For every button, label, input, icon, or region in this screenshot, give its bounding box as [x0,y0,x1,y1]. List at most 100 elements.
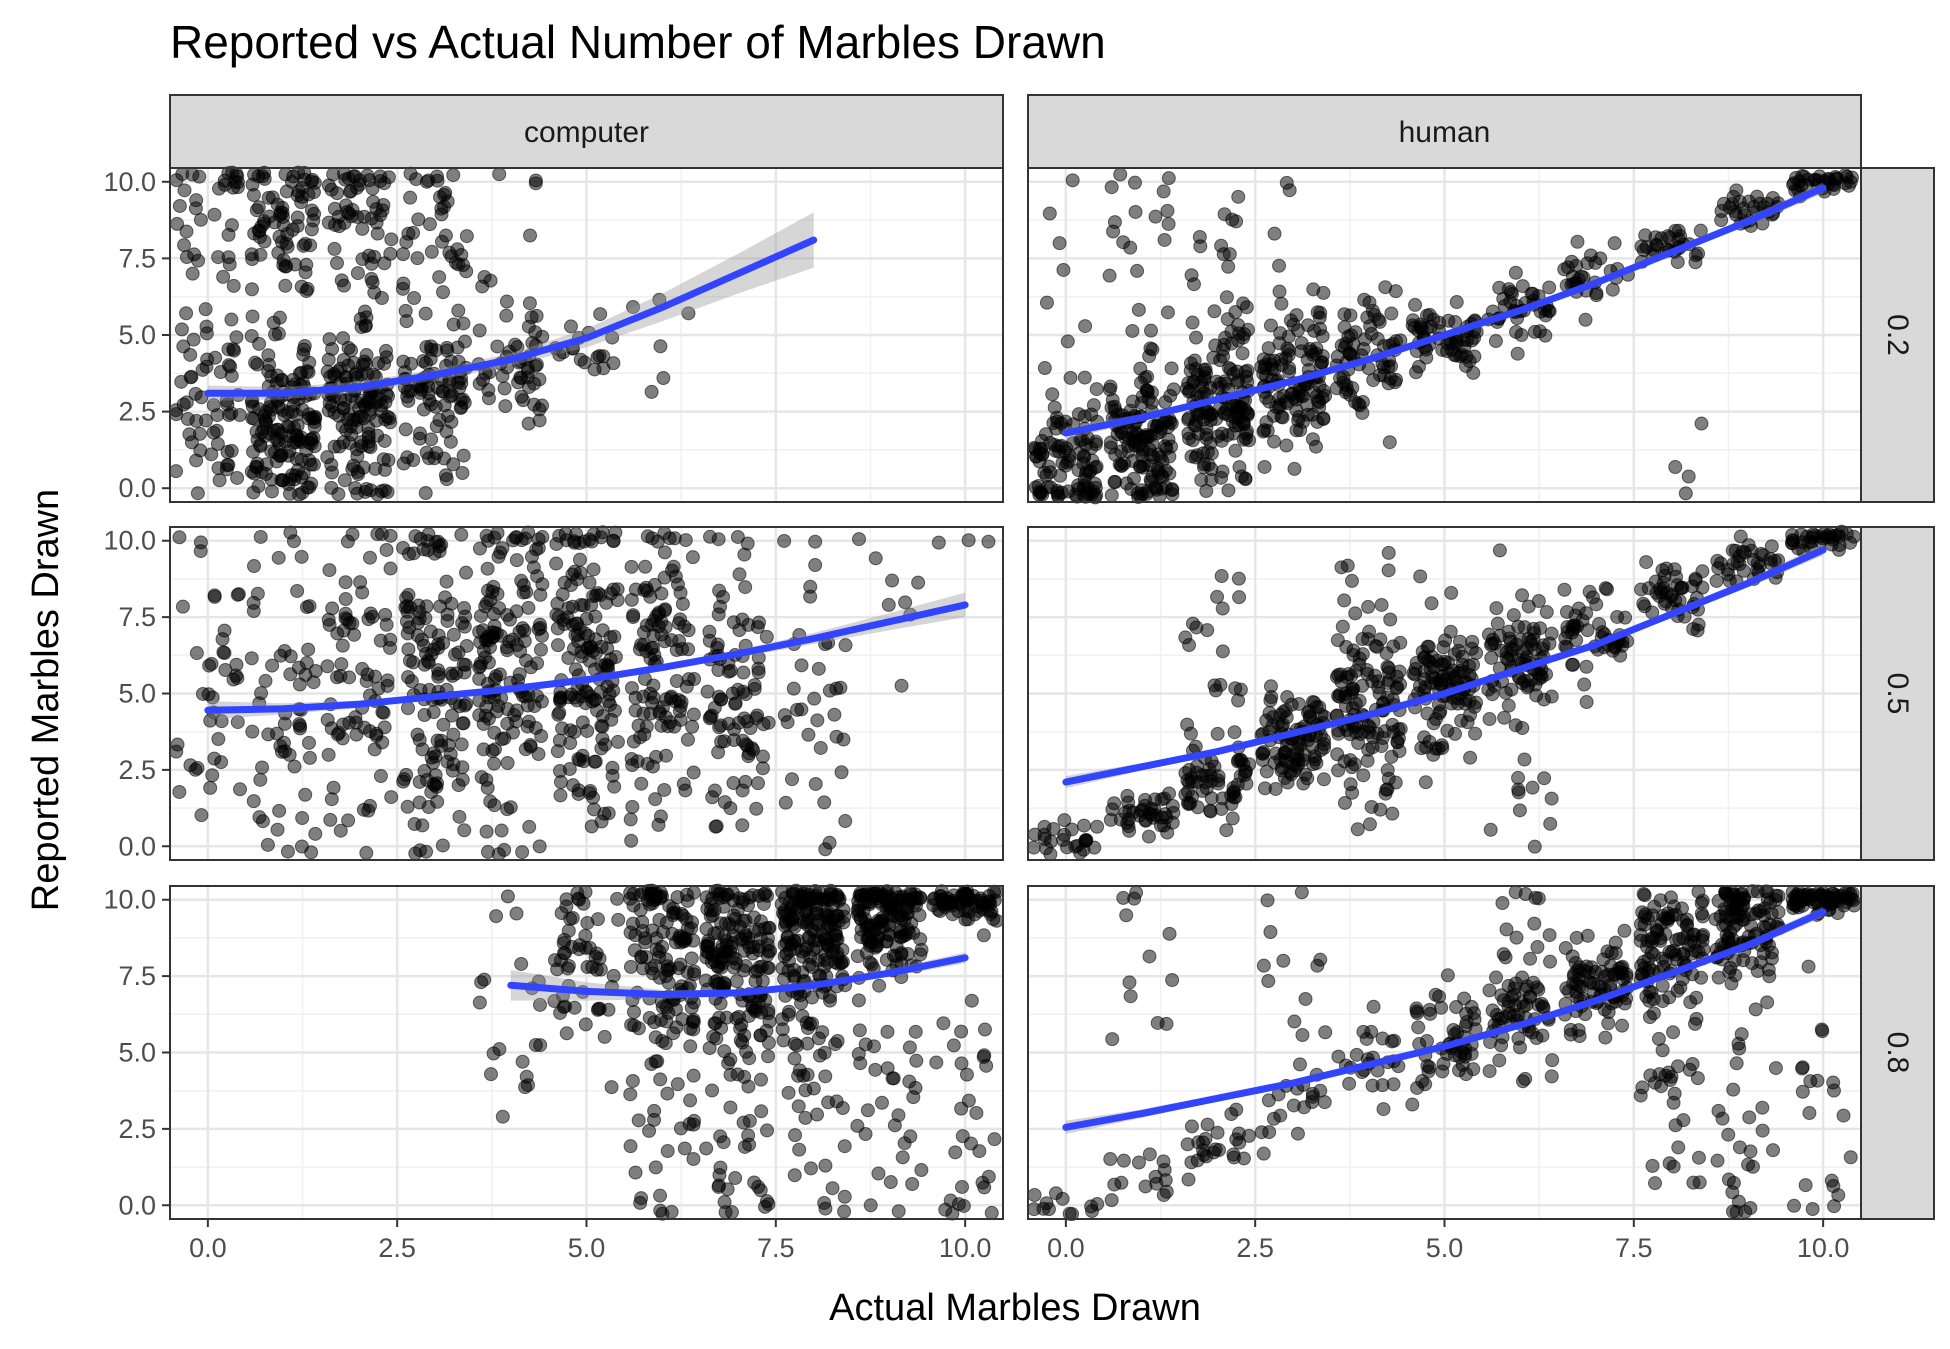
data-point [1409,365,1424,380]
data-point [1501,653,1516,668]
data-point [348,394,363,409]
data-point [286,534,301,549]
data-point [523,228,538,243]
data-point [624,592,639,607]
data-point [377,433,392,448]
data-point [755,761,770,776]
data-point [516,585,531,600]
data-point [931,535,946,550]
data-point [626,1005,641,1020]
data-point [221,250,236,265]
data-point [1393,635,1408,650]
data-point [1668,460,1683,475]
data-point [436,717,451,732]
data-point [1338,686,1353,701]
data-point [330,626,345,641]
data-point [1451,665,1466,680]
data-point [230,670,245,685]
data-point [326,780,341,795]
data-point [586,562,601,577]
data-point [1510,346,1525,361]
data-point [807,933,822,948]
data-point [264,484,279,499]
chart-title: Reported vs Actual Number of Marbles Dra… [170,16,1106,68]
data-point [258,467,273,482]
data-point [780,715,795,730]
data-point [257,234,272,249]
data-point [563,319,578,334]
data-point [806,1081,821,1096]
data-point [338,592,353,607]
data-point [683,1039,698,1054]
data-point [1498,685,1513,700]
data-point [964,993,979,1008]
data-point [738,774,753,789]
data-point [1380,763,1395,778]
data-point [414,632,429,647]
facet-strip-human [1027,94,1862,169]
x-axis-title: Actual Marbles Drawn [829,1287,1201,1329]
data-point [561,923,576,938]
data-point [1114,459,1129,474]
data-point [954,1056,969,1071]
data-point [683,1093,698,1108]
data-point [547,953,562,968]
data-point [356,460,371,475]
data-point [1055,1191,1070,1206]
data-point [1042,206,1057,221]
data-point [1360,753,1375,768]
data-point [335,419,350,434]
data-point [251,479,266,494]
data-point [623,959,638,974]
data-point [409,172,424,187]
data-point [813,740,828,755]
facet-strip-label: 0.5 [1881,673,1914,715]
data-point [533,642,548,657]
data-point [300,281,315,296]
data-point [436,285,451,300]
data-point [550,638,565,653]
data-point [203,780,218,795]
data-point [491,847,506,862]
data-point [1229,214,1244,229]
panel-computer-0.8: 0.02.55.07.510.00.0 2.5 5.0 7.5 10.0 [103,883,1004,1263]
data-point [604,1080,619,1095]
data-point [961,533,976,548]
data-point [290,210,305,225]
data-point [1185,774,1200,789]
data-point [1053,468,1068,483]
data-point [811,953,826,968]
data-point [257,214,272,229]
data-point [1515,279,1530,294]
data-point [509,604,524,619]
data-point [778,890,793,905]
data-point [1203,803,1218,818]
data-point [623,925,638,940]
data-point [1255,752,1270,767]
data-point [424,432,439,447]
data-point [711,532,726,547]
data-point [172,530,187,545]
data-point [756,896,771,911]
data-point [1215,601,1230,616]
data-point [418,486,433,501]
data-point [1210,1125,1225,1140]
data-point [611,912,626,927]
data-point [1224,1107,1239,1122]
data-point [1357,292,1372,307]
data-point [1238,471,1253,486]
panel-human-0.8: 0.0 2.5 5.0 7.5 10.0 [1027,884,1862,1263]
data-point [247,226,262,241]
data-point [1158,807,1173,822]
data-point [1438,672,1453,687]
data-point [1436,640,1451,655]
data-point [1557,582,1572,597]
data-point [282,486,297,501]
data-point [1287,461,1302,476]
data-point [1188,739,1203,754]
data-point [726,776,741,791]
data-point [1688,248,1703,263]
data-point [320,659,335,674]
data-point [647,1015,662,1030]
data-point [833,680,848,695]
